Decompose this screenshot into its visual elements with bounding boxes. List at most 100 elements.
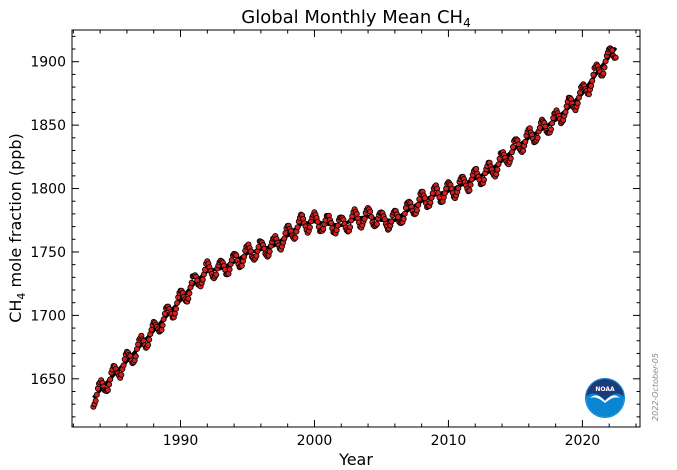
data-point [400, 215, 407, 222]
data-point [427, 199, 434, 206]
data-point [455, 185, 462, 192]
data-point [509, 143, 516, 150]
data-point [507, 155, 514, 162]
data-point [334, 222, 341, 229]
chart-title: Global Monthly Mean CH4 [241, 7, 470, 30]
svg-text:NOAA: NOAA [595, 386, 615, 393]
data-point [282, 230, 289, 237]
data-point [609, 47, 616, 54]
y-tick-label: 1800 [30, 182, 66, 198]
data-point [292, 234, 299, 241]
data-point [241, 253, 248, 260]
data-point [247, 248, 254, 255]
data-point [367, 208, 374, 215]
data-point [415, 201, 422, 208]
data-point [395, 214, 402, 221]
y-tick-label: 1650 [30, 372, 66, 388]
noaa-logo-icon: NOAA [585, 378, 625, 418]
y-tick-label: 1750 [30, 245, 66, 261]
data-point [294, 224, 301, 231]
monthly-mean-line [92, 47, 616, 407]
data-point [161, 310, 168, 317]
data-point [188, 279, 195, 286]
data-point [574, 100, 581, 107]
data-point [314, 218, 321, 225]
data-point [388, 218, 395, 225]
data-point [563, 103, 570, 110]
data-point [253, 252, 260, 259]
data-point [266, 248, 273, 255]
data-point [233, 252, 240, 259]
data-point [281, 235, 288, 242]
monthly-points-layer [90, 45, 619, 410]
y-tick-label: 1850 [30, 118, 66, 134]
data-point [347, 224, 354, 231]
data-point [159, 322, 166, 329]
data-point [612, 54, 619, 61]
data-point [522, 138, 529, 145]
data-point [132, 353, 139, 360]
data-point [368, 213, 375, 220]
data-point [466, 187, 473, 194]
trend-line [92, 46, 618, 399]
data-point [496, 155, 503, 162]
data-point [601, 64, 608, 71]
data-point [118, 371, 125, 378]
data-point [306, 224, 313, 231]
data-point [121, 356, 128, 363]
data-point [421, 195, 428, 202]
data-point [577, 89, 584, 96]
data-point [416, 196, 423, 203]
data-point [401, 210, 408, 217]
plot-area [92, 47, 616, 407]
data-point [549, 120, 556, 127]
x-tick-label: 2020 [565, 433, 601, 449]
data-point [106, 381, 113, 388]
data-point [473, 165, 480, 172]
data-point [261, 245, 268, 252]
data-point [146, 336, 153, 343]
x-axis-label: Year [338, 450, 373, 469]
data-point [590, 71, 597, 78]
data-point [381, 216, 388, 223]
data-point [520, 147, 527, 154]
x-tick-label: 2010 [431, 433, 467, 449]
data-point [160, 316, 167, 323]
data-point [213, 271, 220, 278]
data-point [186, 290, 193, 297]
data-point [174, 299, 181, 306]
data-point [172, 305, 179, 312]
trend-layer [92, 46, 618, 399]
x-tick-label: 1990 [163, 433, 199, 449]
plot-frame [71, 29, 641, 428]
data-point [361, 215, 368, 222]
data-point [92, 397, 99, 404]
data-point [201, 266, 208, 273]
data-point [600, 70, 607, 77]
data-point [467, 181, 474, 188]
data-point [107, 376, 114, 383]
data-point [328, 219, 335, 226]
date-stamp: 2022-October-05 [651, 353, 660, 421]
data-point [548, 126, 555, 133]
data-point [145, 341, 152, 348]
data-point [199, 276, 206, 283]
data-point [495, 161, 502, 168]
data-point [588, 82, 595, 89]
data-point [536, 124, 543, 131]
data-point [602, 58, 609, 65]
axis-ticks: 1990 2000 2010 2020 1650 1700 1750 1800 1850 1900 [30, 30, 640, 449]
x-tick-label: 2000 [297, 433, 333, 449]
data-point [413, 207, 420, 214]
data-point [585, 91, 592, 98]
data-point [120, 362, 127, 369]
data-point [575, 94, 582, 101]
data-point [480, 176, 487, 183]
data-point [373, 221, 380, 228]
data-point [320, 226, 327, 233]
data-point [508, 149, 515, 156]
data-point [494, 166, 501, 173]
data-point [589, 77, 596, 84]
data-point [93, 391, 100, 398]
